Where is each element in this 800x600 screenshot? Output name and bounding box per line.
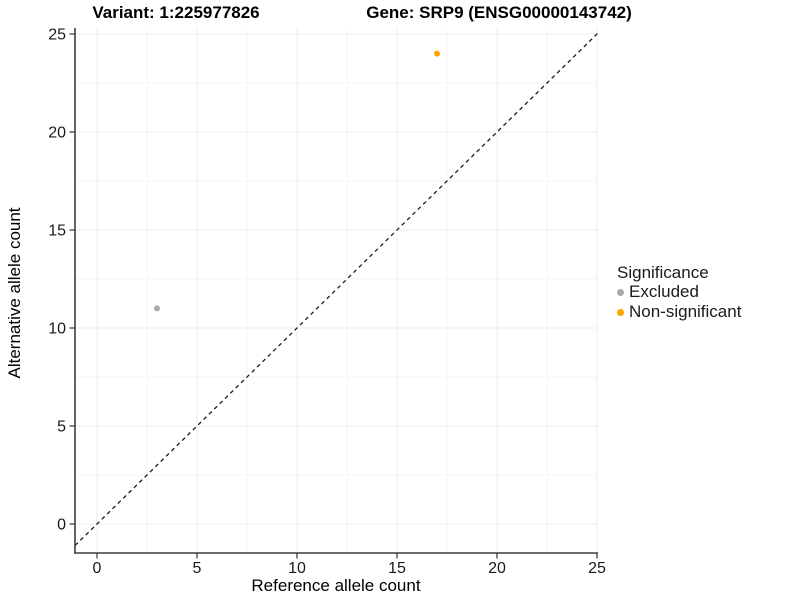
y-tick-label: 10 bbox=[48, 321, 66, 338]
y-tick-label: 15 bbox=[48, 223, 66, 240]
identity-dashed-line bbox=[74, 32, 599, 547]
plot-title-variant: Variant: 1:225977826 bbox=[92, 3, 260, 22]
y-tick-label: 25 bbox=[48, 27, 66, 44]
excluded-dot-icon bbox=[617, 288, 624, 296]
non-significant-dot-icon bbox=[617, 308, 624, 316]
major-gridlines bbox=[75, 28, 598, 553]
plot-title-gene: Gene: SRP9 (ENSG00000143742) bbox=[366, 3, 632, 22]
x-tick-label: 20 bbox=[488, 560, 506, 577]
y-tick-label: 20 bbox=[48, 125, 66, 142]
legend-item-label: Excluded bbox=[629, 282, 699, 301]
y-axis-title: Alternative allele count bbox=[5, 207, 24, 378]
legend-title: Significance bbox=[617, 263, 709, 282]
legend: Significance Excluded Non-significant bbox=[617, 263, 741, 322]
minor-gridlines bbox=[75, 28, 598, 553]
point-non-significant bbox=[434, 50, 440, 57]
x-tick-label: 0 bbox=[93, 560, 102, 577]
tick-labels: 0 5 10 15 20 25 0 5 10 15 20 25 bbox=[48, 27, 606, 578]
x-tick-label: 10 bbox=[288, 560, 306, 577]
y-tick-label: 0 bbox=[57, 517, 66, 534]
point-excluded bbox=[154, 305, 160, 312]
x-axis-title: Reference allele count bbox=[251, 576, 420, 595]
axis-lines bbox=[74, 28, 598, 554]
legend-item-label: Non-significant bbox=[629, 302, 742, 321]
x-tick-label: 5 bbox=[193, 560, 202, 577]
legend-item-excluded: Excluded bbox=[617, 282, 741, 302]
x-tick-label: 25 bbox=[588, 560, 606, 577]
identity-line bbox=[74, 32, 599, 547]
x-tick-label: 15 bbox=[388, 560, 406, 577]
y-tick-label: 5 bbox=[57, 419, 66, 436]
legend-item-non-significant: Non-significant bbox=[617, 302, 741, 322]
data-points bbox=[154, 50, 440, 312]
axis-ticks bbox=[69, 33, 598, 559]
